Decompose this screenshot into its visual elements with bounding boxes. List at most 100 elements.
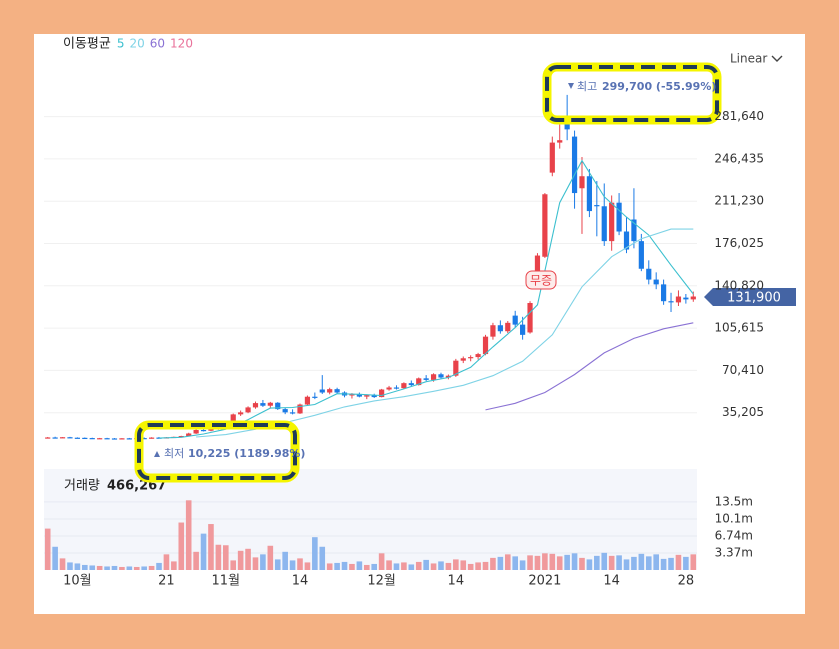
candle-body	[104, 438, 110, 440]
volume-bar	[564, 554, 570, 570]
volume-bar	[556, 556, 563, 570]
candle-body	[260, 403, 266, 406]
volume-bar	[675, 554, 682, 570]
volume-bar	[415, 561, 422, 570]
volume-bar	[467, 563, 474, 570]
candle-body	[275, 402, 281, 410]
volume-bar	[475, 562, 481, 570]
candle-body	[520, 324, 526, 335]
legend-entry: 20	[129, 37, 144, 51]
volume-bar	[445, 562, 452, 570]
volume-bar	[371, 563, 378, 570]
candle-body	[549, 142, 555, 173]
candle-body	[609, 202, 615, 242]
candle-body	[379, 389, 385, 398]
candle-body	[178, 436, 184, 438]
volume-bar	[356, 561, 363, 570]
candle-body	[475, 354, 481, 358]
scale-mode[interactable]: Linear	[730, 52, 767, 66]
volume-bar	[660, 558, 667, 570]
volume-bar	[245, 548, 251, 570]
candle-body	[601, 206, 607, 242]
candle-body	[416, 378, 422, 386]
legend-entry: 120	[170, 37, 193, 51]
x-tick-label: 21	[158, 574, 175, 589]
candle-body	[200, 430, 207, 432]
volume-tick-label: 6.74m	[715, 528, 753, 542]
dropdown-chevron[interactable]	[771, 55, 783, 62]
x-tick-label: 2021	[528, 574, 561, 589]
candle-body	[564, 120, 570, 130]
candle-body	[690, 296, 696, 300]
candle-body	[445, 375, 452, 378]
candle-body	[646, 268, 652, 280]
candle-body	[126, 438, 132, 440]
volume-tick-label: 13.5m	[715, 494, 753, 508]
x-tick-label: 14	[448, 574, 465, 589]
y-tick-label: 281,640	[714, 109, 764, 123]
y-tick-label: 105,615	[714, 321, 764, 335]
volume-bar	[260, 554, 266, 570]
volume-bar	[141, 566, 147, 570]
candle-body	[304, 396, 311, 405]
y-tick-label: 35,205	[722, 405, 764, 419]
volume-bar	[111, 565, 118, 570]
candle-body	[59, 437, 66, 439]
volume-bar	[638, 553, 645, 570]
candle-body	[594, 205, 600, 207]
legend-entry: 60	[150, 37, 165, 51]
candle-body	[638, 241, 644, 269]
candle-body	[623, 231, 630, 250]
volume-bar	[119, 566, 125, 570]
volume-label: 거래량	[64, 479, 100, 494]
candle-body	[111, 438, 118, 440]
volume-bar	[215, 544, 222, 570]
candle-body	[89, 438, 95, 440]
candle-body	[252, 403, 259, 408]
candle-body	[364, 395, 370, 397]
volume-bar	[133, 566, 140, 570]
volume-bar	[178, 522, 185, 570]
volume-bar	[453, 559, 459, 570]
volume-bar	[267, 545, 274, 570]
volume-bar	[608, 555, 615, 570]
candle-body	[386, 387, 392, 390]
moving-average-line	[158, 159, 694, 439]
volume-bar	[549, 553, 556, 570]
volume-bar	[126, 566, 133, 570]
volume-bar	[393, 563, 400, 570]
highlight-box	[137, 423, 297, 480]
price-tag-label: 131,900	[727, 291, 781, 306]
high-arrow	[568, 83, 574, 89]
volume-bar	[82, 564, 88, 570]
volume-bar	[438, 561, 444, 570]
candle-body	[312, 396, 318, 398]
volume-bar	[378, 553, 385, 570]
volume-bar	[482, 561, 489, 570]
volume-bar	[44, 528, 51, 570]
candle-body	[356, 393, 362, 397]
highlight-box	[545, 65, 719, 122]
candle-body	[675, 296, 682, 303]
candle-body	[208, 429, 214, 431]
event-badge	[525, 270, 557, 290]
volume-bar	[579, 557, 585, 570]
candle-body	[653, 279, 659, 285]
volume-bar	[67, 562, 73, 570]
candle-body	[460, 358, 466, 361]
candle-body	[505, 322, 511, 332]
candle-body	[490, 325, 496, 337]
candle-body	[661, 284, 667, 302]
volume-bar	[193, 551, 199, 570]
candle-body	[186, 433, 192, 437]
y-tick-label: 70,410	[722, 363, 764, 377]
volume-bar	[594, 555, 600, 570]
candle-body	[230, 414, 236, 423]
volume-bar	[230, 560, 237, 570]
candle-body	[67, 437, 73, 439]
x-tick-label: 28	[678, 574, 695, 589]
candle-body	[631, 219, 637, 242]
candle-body	[119, 438, 125, 440]
volume-bar	[341, 561, 348, 570]
candle-body	[282, 409, 288, 413]
